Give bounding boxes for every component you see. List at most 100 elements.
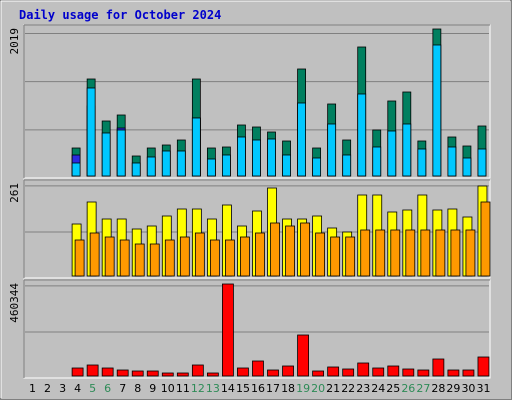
bar xyxy=(387,365,400,377)
bar xyxy=(209,239,220,277)
bar xyxy=(327,366,340,377)
x-tick-label: 2 xyxy=(44,382,51,395)
bar xyxy=(161,372,174,377)
bar xyxy=(206,158,216,177)
bar xyxy=(480,201,491,277)
bar xyxy=(447,369,460,377)
x-tick-label: 5 xyxy=(89,382,96,395)
bar xyxy=(86,87,96,177)
bar xyxy=(402,368,415,377)
bar xyxy=(390,229,401,277)
bar xyxy=(315,232,326,277)
bar xyxy=(222,154,231,177)
x-tick-label: 15 xyxy=(236,382,250,395)
bar xyxy=(432,358,445,377)
bar xyxy=(222,283,234,377)
bar xyxy=(450,229,461,277)
bar xyxy=(435,229,446,277)
bar xyxy=(297,334,309,377)
bar xyxy=(462,157,472,177)
bar xyxy=(282,154,291,177)
x-tick-label: 1 xyxy=(29,382,36,395)
x-tick-label: 6 xyxy=(104,382,111,395)
x-axis-tick-labels: 1 2 3 4 5 6 7 8 9 10 11 12 13 14 15 16 17 18 19 20 21 22 23 24 2… xyxy=(29,382,490,395)
bar xyxy=(387,130,397,177)
x-tick-label: 22 xyxy=(341,382,355,395)
bar xyxy=(345,236,356,277)
bar xyxy=(191,117,201,177)
bar xyxy=(342,154,352,177)
panel-3: 460344 xyxy=(8,279,491,379)
chart-title: Daily usage for October 2024 xyxy=(19,8,221,22)
bar xyxy=(176,372,189,377)
x-tick-label: 3 xyxy=(59,382,66,395)
panel-axis-max-label: 261 xyxy=(8,183,21,203)
bar xyxy=(417,148,427,177)
x-tick-label: 14 xyxy=(221,382,235,395)
bar xyxy=(462,369,475,377)
bar xyxy=(402,123,412,177)
x-tick-label: 13 xyxy=(206,382,220,395)
bar xyxy=(101,132,111,177)
bar xyxy=(297,102,306,177)
x-tick-label: 27 xyxy=(416,382,430,395)
x-tick-label: 4 xyxy=(74,382,81,395)
x-tick-label: 11 xyxy=(176,382,190,395)
x-tick-label: 10 xyxy=(161,382,175,395)
panel-2: 261 xyxy=(8,179,491,279)
bar xyxy=(164,239,175,277)
x-tick-label: 31 xyxy=(476,382,490,395)
bar xyxy=(149,243,160,277)
x-tick-label: 29 xyxy=(446,382,460,395)
bar xyxy=(357,93,367,177)
bar xyxy=(420,229,431,277)
bar xyxy=(300,222,310,277)
bar xyxy=(360,229,371,277)
bar xyxy=(194,232,205,277)
bar xyxy=(206,372,219,377)
x-tick-label: 16 xyxy=(251,382,265,395)
bar xyxy=(330,236,341,277)
x-tick-label: 19 xyxy=(296,382,310,395)
bar xyxy=(131,162,141,177)
x-tick-label: 24 xyxy=(371,382,385,395)
bar xyxy=(342,368,355,377)
bar xyxy=(417,369,430,377)
bar xyxy=(134,243,145,277)
x-tick-label: 26 xyxy=(401,382,415,395)
panel-axis-max-label: 460344 xyxy=(8,283,21,323)
bar xyxy=(86,364,99,377)
bar xyxy=(116,129,126,177)
x-tick-label: 12 xyxy=(191,382,205,395)
x-tick-label: 30 xyxy=(461,382,475,395)
bar xyxy=(282,365,294,377)
bar xyxy=(179,236,190,277)
bar xyxy=(89,232,100,277)
x-tick-label: 17 xyxy=(266,382,280,395)
bar xyxy=(252,139,261,177)
bar xyxy=(477,148,487,177)
bar xyxy=(327,123,337,177)
bar xyxy=(104,236,115,277)
bar xyxy=(357,362,370,377)
chart-panels: 2019 261 460344 xyxy=(8,24,491,379)
bar xyxy=(161,150,171,177)
x-tick-label: 23 xyxy=(356,382,370,395)
bar xyxy=(255,232,265,277)
bar xyxy=(191,364,204,377)
bar xyxy=(240,236,250,277)
x-tick-label: 20 xyxy=(311,382,325,395)
x-tick-label: 8 xyxy=(134,382,141,395)
bar xyxy=(465,229,476,277)
bar xyxy=(432,44,442,177)
bar xyxy=(447,146,457,177)
bar xyxy=(372,146,382,177)
bar xyxy=(285,225,295,277)
x-tick-label: 18 xyxy=(281,382,295,395)
bar xyxy=(405,229,416,277)
x-tick-label: 21 xyxy=(326,382,340,395)
bar xyxy=(116,369,129,377)
bar xyxy=(71,367,84,377)
bar xyxy=(225,239,235,277)
